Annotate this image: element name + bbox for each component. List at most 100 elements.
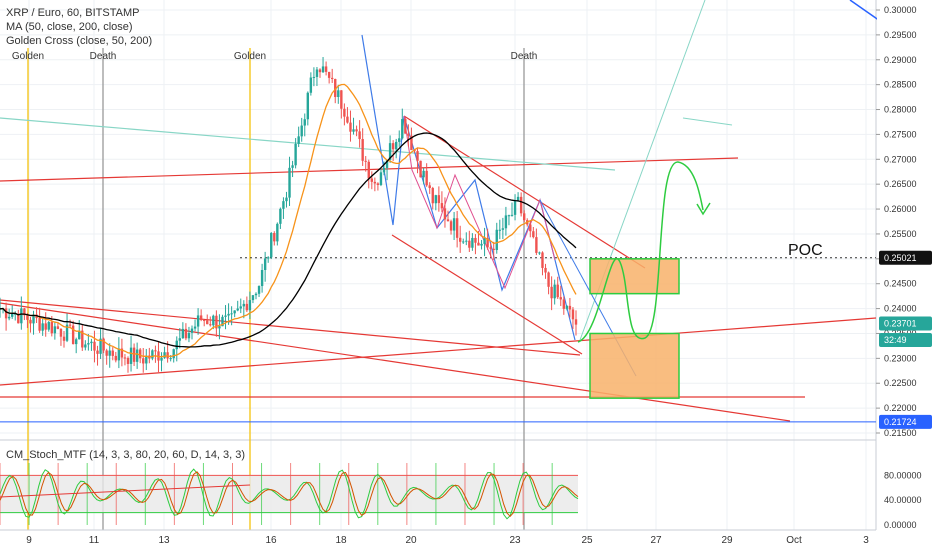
candle (410, 135, 413, 151)
candle (71, 325, 75, 345)
moving-averages (0, 83, 577, 358)
candle (32, 314, 35, 324)
candle (489, 247, 492, 249)
candle (547, 272, 550, 287)
cross-marker-label: Golden (234, 51, 266, 62)
candle (254, 293, 258, 296)
candle (437, 195, 441, 204)
cross-markers: Golden Death Golden Death (12, 48, 537, 530)
candle (535, 237, 538, 253)
price-tick-label: 0.24000 (884, 304, 917, 314)
candle (196, 315, 200, 327)
candle (99, 338, 102, 354)
candle (379, 172, 383, 185)
candle (233, 310, 236, 314)
price-tick-label: 0.28500 (884, 80, 917, 90)
price-axis[interactable]: 0.30000 0.29500 0.29000 0.28500 0.28000 0.275… (876, 0, 932, 550)
candle (529, 224, 532, 232)
grid (0, 0, 877, 530)
candle (93, 341, 96, 351)
candle (394, 141, 398, 150)
stoch-trendline (0, 484, 251, 498)
candle (236, 308, 239, 311)
date-tick-label: 29 (721, 535, 733, 546)
stoch-tick-label: 80.00000 (884, 470, 922, 480)
candle (285, 197, 288, 202)
candle (516, 196, 520, 200)
candle (416, 151, 419, 161)
candle (206, 320, 209, 325)
candle (513, 199, 517, 215)
candle (385, 159, 389, 168)
date-axis[interactable]: 9 11 13 16 18 20 23 25 27 29 Oct 3 (0, 529, 876, 546)
stochastic-indicator-label[interactable]: CM_Stoch_MTF (14, 3, 3, 80, 20, 60, D, 1… (6, 449, 246, 461)
ma200-line (0, 132, 577, 348)
candle (446, 219, 450, 222)
axis-bg (877, 0, 932, 550)
candle (492, 248, 495, 251)
candle (221, 316, 224, 327)
candle (108, 350, 111, 356)
date-tick-label: 11 (89, 535, 100, 546)
cross-marker-label: Death (511, 51, 538, 62)
candle (184, 328, 188, 339)
date-tick-label: 9 (26, 535, 32, 546)
order-zones (589, 258, 680, 399)
candle (462, 241, 465, 243)
stoch-tick-label: 40.00000 (884, 495, 922, 505)
golden-cross-indicator-label[interactable]: Golden Cross (close, 50, 200) (6, 35, 153, 47)
candle (111, 350, 114, 356)
candle (74, 339, 78, 345)
trendline (0, 302, 791, 422)
candle (449, 221, 453, 231)
stochastic-pane (0, 463, 579, 525)
candle (65, 324, 69, 341)
candle (224, 315, 227, 317)
forecast-path (577, 161, 711, 343)
candle (178, 338, 182, 341)
candle (364, 160, 367, 162)
stoch-d-line (0, 471, 579, 518)
candle (504, 215, 508, 229)
date-tick-label: 25 (581, 535, 593, 546)
candle (312, 76, 316, 78)
price-tick-label: 0.22500 (884, 378, 917, 388)
candle (388, 143, 392, 160)
candle (193, 326, 197, 329)
candle (160, 357, 163, 361)
candle (404, 119, 407, 134)
candle (306, 92, 310, 120)
candle (571, 309, 575, 320)
ma50-line (0, 83, 577, 358)
candle (169, 358, 172, 360)
cross-marker-label: Golden (12, 51, 44, 62)
candle (425, 170, 428, 186)
candle (559, 297, 562, 300)
candle (90, 341, 93, 344)
ma-indicator-label[interactable]: MA (50, close, 200, close) (6, 21, 133, 33)
candle (242, 303, 246, 307)
price-tick-label: 0.26500 (884, 179, 917, 189)
date-tick-label: 3 (863, 535, 869, 546)
candle (10, 313, 14, 317)
price-tick-label: 0.21500 (884, 428, 917, 438)
candle (212, 315, 215, 326)
candle (117, 348, 121, 361)
candle (337, 90, 340, 98)
candle (266, 257, 270, 259)
candle (532, 231, 535, 238)
poc-label: POC (788, 242, 823, 259)
candle (245, 303, 249, 311)
price-badge-label: 0.25021 (884, 253, 917, 263)
candle (544, 267, 547, 273)
price-tick-label: 0.29500 (884, 30, 917, 40)
price-tick-label: 0.23000 (884, 353, 917, 363)
trendline (391, 234, 583, 355)
candle (47, 322, 50, 330)
symbol-title[interactable]: XRP / Euro, 60, BITSTAMP (6, 7, 140, 19)
candle (522, 213, 526, 221)
candle (309, 77, 313, 93)
date-tick-label: Oct (786, 535, 802, 546)
candle (321, 66, 325, 73)
